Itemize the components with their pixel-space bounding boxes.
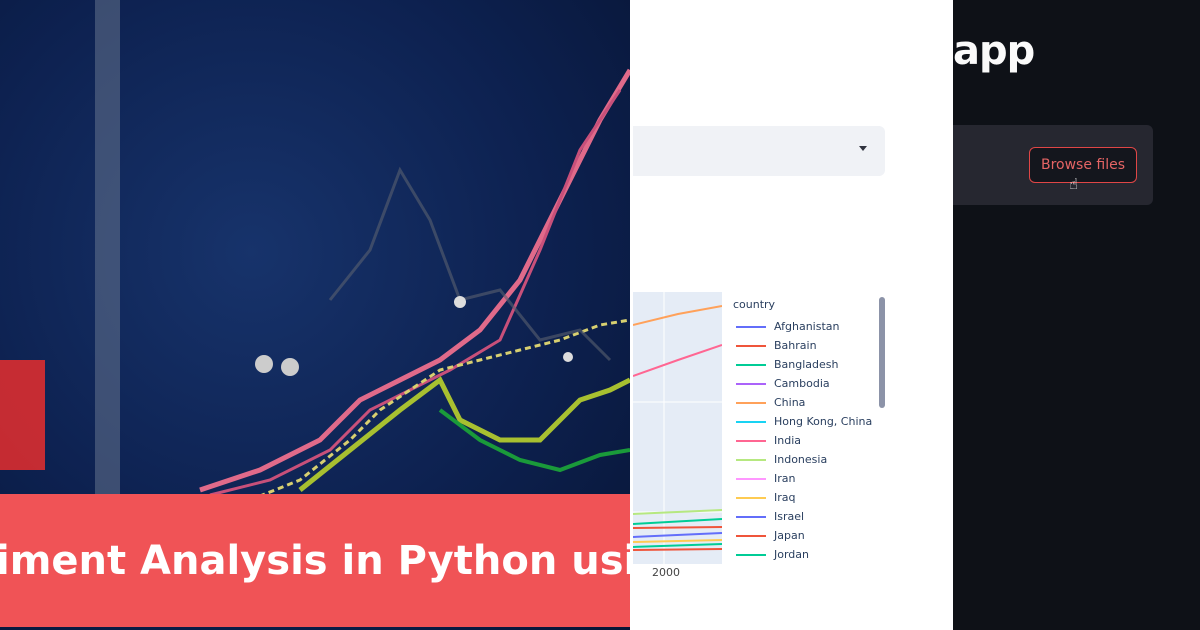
legend-line-icon — [736, 477, 766, 480]
legend-item[interactable]: Israel — [733, 507, 872, 526]
legend-label: Jordan — [774, 548, 809, 561]
legend-line-icon — [736, 344, 766, 347]
legend-item[interactable]: Cambodia — [733, 374, 872, 393]
series-japan — [633, 548, 722, 551]
banner-text: iment Analysis in Python usin — [0, 537, 630, 584]
legend-scrollbar[interactable] — [879, 297, 885, 408]
series-china — [633, 305, 722, 326]
legend-label: Afghanistan — [774, 320, 840, 333]
legend-label: India — [774, 434, 801, 447]
chart-legend: country Afghanistan Bahrain Bangladesh Camb… — [733, 298, 872, 564]
legend-label: Indonesia — [774, 453, 828, 466]
legend-label: Iran — [774, 472, 796, 485]
series-afghanistan — [633, 532, 722, 538]
series-iraq — [633, 539, 722, 543]
legend-label: Hong Kong, China — [774, 415, 873, 428]
legend-line-icon — [736, 534, 766, 537]
legend-label: Israel — [774, 510, 805, 523]
legend-line-icon — [736, 496, 766, 499]
legend-item[interactable]: Bahrain — [733, 336, 872, 355]
legend-line-icon — [736, 458, 766, 461]
legend-line-icon — [736, 325, 766, 328]
legend-label: Bangladesh — [774, 358, 839, 371]
app-title: app — [953, 28, 1035, 74]
series-bahrain — [633, 526, 722, 529]
line-chart-plot-area[interactable] — [633, 292, 722, 564]
plot-lines — [633, 292, 722, 564]
legend-item[interactable]: China — [733, 393, 872, 412]
legend-label: Japan — [774, 529, 805, 542]
photo-chart-lines — [0, 0, 630, 502]
series-india — [633, 344, 722, 377]
legend-item[interactable]: Afghanistan — [733, 317, 872, 336]
legend-item[interactable]: Iran — [733, 469, 872, 488]
legend-item[interactable]: Jordan — [733, 545, 872, 564]
series-indonesia — [633, 509, 722, 515]
legend-label: Cambodia — [774, 377, 830, 390]
legend-label: China — [774, 396, 806, 409]
series-bangladesh — [633, 518, 722, 525]
hand-cursor-icon: ☝ — [1069, 175, 1079, 193]
legend-item[interactable]: Bangladesh — [733, 355, 872, 374]
legend-label: Iraq — [774, 491, 796, 504]
legend-line-icon — [736, 363, 766, 366]
legend-line-icon — [736, 439, 766, 442]
x-tick-label: 2000 — [652, 566, 680, 579]
legend-label: Bahrain — [774, 339, 817, 352]
legend-line-icon — [736, 401, 766, 404]
legend-title: country — [733, 298, 776, 311]
legend-item[interactable]: Iraq — [733, 488, 872, 507]
title-banner: iment Analysis in Python usin — [0, 494, 630, 627]
caret-down-icon — [859, 146, 867, 151]
streamlit-dark-panel — [953, 0, 1200, 630]
legend-line-icon — [736, 553, 766, 556]
series-jordan — [633, 543, 722, 548]
legend-line-icon — [736, 515, 766, 518]
legend-item[interactable]: Indonesia — [733, 450, 872, 469]
legend-line-icon — [736, 382, 766, 385]
legend-item[interactable]: Hong Kong, China — [733, 412, 872, 431]
browse-files-button[interactable]: Browse files — [1029, 147, 1137, 183]
legend-line-icon — [736, 420, 766, 423]
legend-item[interactable]: Japan — [733, 526, 872, 545]
legend-item[interactable]: India — [733, 431, 872, 450]
country-select[interactable] — [633, 126, 885, 176]
